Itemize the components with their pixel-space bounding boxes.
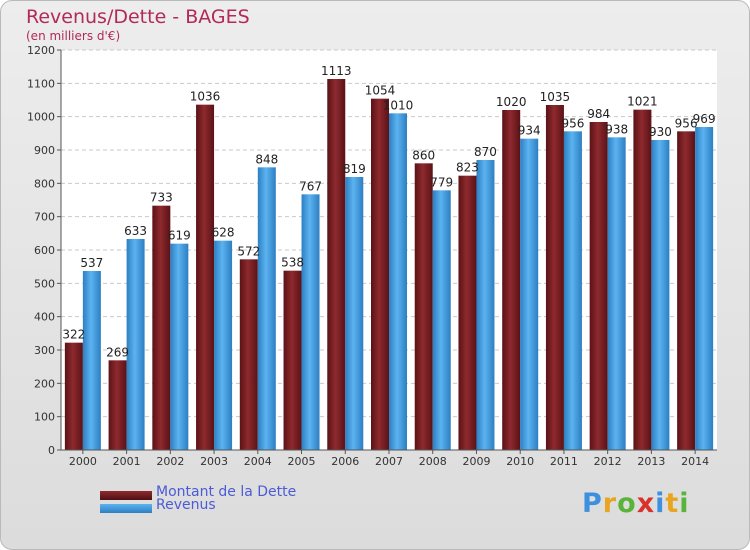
y-tick-label: 1000 [27, 111, 55, 124]
data-label-debt: 984 [587, 107, 610, 121]
bar-debt [152, 205, 171, 450]
data-label-revenue: 934 [518, 124, 541, 138]
y-tick-label: 200 [34, 377, 55, 390]
y-tick-label: 1100 [27, 77, 55, 90]
data-label-debt: 823 [456, 161, 479, 175]
bar-revenue [126, 239, 145, 450]
data-label-debt: 956 [675, 116, 698, 130]
y-tick-label: 400 [34, 311, 55, 324]
data-label-revenue: 930 [649, 125, 672, 139]
bar-debt [371, 98, 389, 451]
bar-revenue [301, 194, 320, 450]
bar-revenue [170, 243, 189, 450]
legend-swatch-debt [100, 491, 152, 500]
bar-revenue [520, 138, 539, 450]
bar-revenue [82, 271, 101, 450]
data-label-debt: 269 [106, 345, 129, 359]
x-tick-label: 2007 [375, 455, 403, 468]
bar-debt [414, 163, 433, 451]
y-tick-label: 600 [34, 244, 55, 257]
chart-subtitle: (en milliers d'€) [26, 29, 121, 43]
x-tick-label: 2001 [113, 455, 141, 468]
data-label-debt: 860 [412, 148, 435, 162]
bar-revenue [432, 190, 451, 451]
y-tick-label: 0 [48, 444, 55, 457]
bar-debt [633, 109, 652, 451]
x-tick-label: 2002 [156, 455, 184, 468]
proxiti-logo: Proxiti [582, 488, 690, 519]
data-label-revenue: 537 [80, 256, 103, 270]
data-label-debt: 538 [281, 256, 304, 270]
x-tick-label: 2013 [637, 455, 665, 468]
y-tick-label: 700 [34, 211, 55, 224]
legend-label-revenue: Revenus [156, 497, 216, 513]
data-label-revenue: 779 [430, 175, 453, 189]
data-label-revenue: 848 [255, 152, 278, 166]
data-label-revenue: 628 [212, 226, 235, 240]
x-tick-label: 2014 [681, 455, 709, 468]
data-label-revenue: 870 [474, 145, 497, 159]
y-tick-label: 500 [34, 277, 55, 290]
data-label-revenue: 619 [168, 229, 191, 243]
x-tick-label: 2005 [288, 455, 316, 468]
y-tick-label: 800 [34, 177, 55, 190]
chart-title: Revenus/Dette - BAGES [26, 6, 250, 28]
bar-debt [239, 259, 258, 450]
data-label-debt: 322 [62, 328, 85, 342]
bar-debt [108, 360, 127, 450]
bar-debt [327, 79, 346, 450]
x-tick-label: 2003 [200, 455, 228, 468]
legend-label-debt: Montant de la Dette [156, 484, 297, 500]
data-label-debt: 1021 [627, 95, 658, 109]
y-tick-label: 300 [34, 344, 55, 357]
legend-swatch-revenue [100, 504, 152, 513]
bar-revenue [257, 167, 276, 451]
bar-revenue [607, 137, 626, 451]
x-tick-label: 2009 [462, 455, 490, 468]
y-tick-label: 1200 [27, 44, 55, 57]
data-label-debt: 1036 [190, 90, 221, 104]
bar-debt [502, 110, 521, 450]
data-label-debt: 1035 [540, 90, 571, 104]
bar-revenue [651, 140, 670, 450]
data-label-debt: 572 [237, 244, 260, 258]
y-tick-label: 100 [34, 411, 55, 424]
y-tick-label: 900 [34, 144, 55, 157]
data-label-debt: 1054 [365, 84, 396, 98]
bar-debt [283, 270, 302, 450]
x-tick-label: 2010 [506, 455, 534, 468]
data-label-debt: 1113 [321, 64, 352, 78]
data-label-revenue: 633 [124, 224, 147, 238]
bar-debt [589, 122, 608, 450]
bar-revenue [345, 177, 364, 450]
x-tick-label: 2000 [69, 455, 97, 468]
bar-revenue [214, 240, 233, 450]
bar-revenue [476, 160, 495, 450]
bar-debt [64, 342, 83, 450]
x-tick-label: 2008 [419, 455, 447, 468]
bar-revenue [695, 127, 714, 450]
data-label-revenue: 819 [343, 162, 366, 176]
bar-revenue [389, 113, 407, 450]
data-label-debt: 733 [150, 191, 173, 205]
x-tick-label: 2004 [244, 455, 272, 468]
bar-revenue [563, 131, 582, 451]
x-tick-label: 2012 [594, 455, 622, 468]
data-label-revenue: 1010 [383, 98, 414, 112]
x-tick-label: 2011 [550, 455, 578, 468]
data-label-revenue: 767 [299, 179, 322, 193]
data-label-debt: 1020 [496, 95, 527, 109]
data-label-revenue: 956 [561, 116, 584, 130]
data-label-revenue: 938 [605, 122, 628, 136]
bar-debt [196, 104, 215, 451]
bar-debt [458, 175, 477, 450]
bar-debt [677, 131, 696, 451]
bar-debt [545, 105, 564, 450]
data-label-revenue: 969 [693, 112, 716, 126]
x-tick-label: 2006 [331, 455, 359, 468]
